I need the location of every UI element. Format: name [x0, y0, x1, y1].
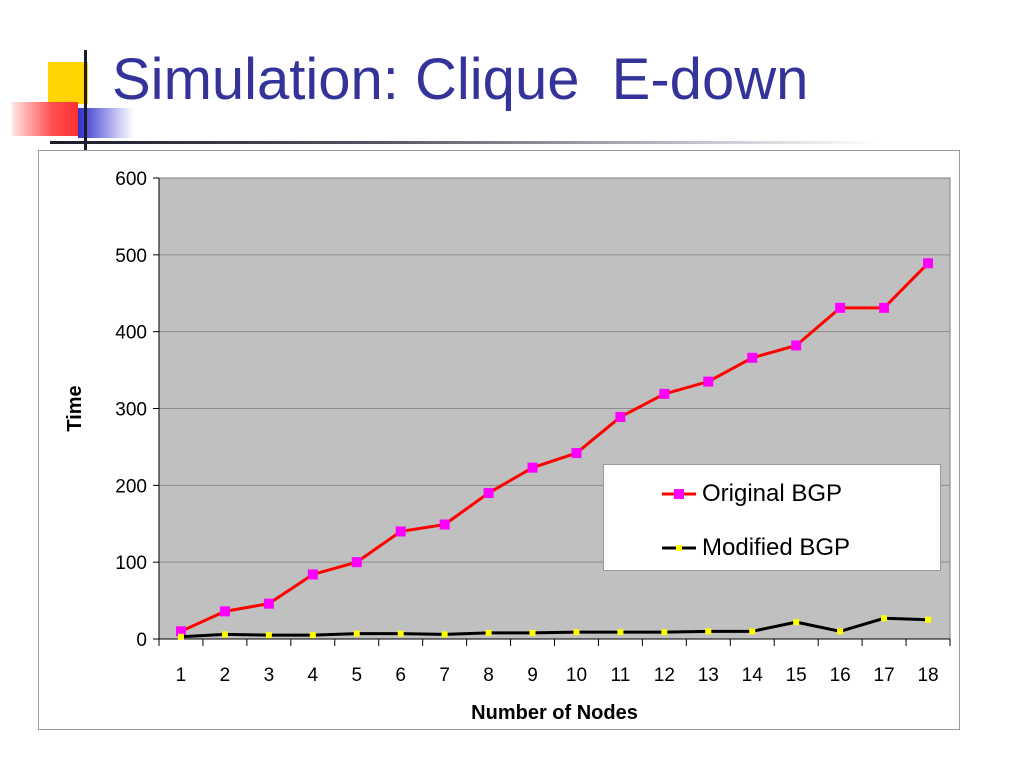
x-tick-label: 6 [395, 665, 406, 686]
x-tick-label: 9 [527, 665, 538, 686]
x-tick-label: 5 [351, 665, 362, 686]
x-tick-label: 8 [483, 665, 494, 686]
legend-item-modified: Modified BGP [662, 533, 850, 563]
x-tick-label: 15 [786, 665, 807, 686]
x-tick-label: 18 [917, 665, 938, 686]
x-tick-label: 14 [742, 665, 764, 686]
data-point-original [175, 626, 186, 637]
data-point-modified [485, 629, 492, 636]
legend-item-original: Original BGP [662, 479, 842, 509]
title-decoration-yellow-square [48, 62, 88, 104]
x-tick-label: 17 [874, 665, 895, 686]
data-point-modified [221, 631, 228, 638]
x-tick-label: 10 [566, 665, 587, 686]
data-point-original [571, 448, 582, 459]
data-point-original [483, 488, 494, 499]
y-tick-label: 500 [115, 246, 147, 267]
x-tick-label: 12 [654, 665, 675, 686]
legend-swatch-original-icon [662, 489, 696, 499]
data-point-original [439, 519, 450, 530]
data-point-original [263, 598, 274, 609]
y-tick-label: 100 [115, 553, 147, 574]
legend-swatch-modified-icon [662, 545, 696, 551]
data-point-modified [177, 633, 184, 640]
series-line-original [180, 262, 930, 633]
data-point-modified [441, 631, 448, 638]
data-point-modified [881, 615, 888, 622]
slide-title: Simulation: Clique E-down [112, 47, 809, 112]
data-point-original [879, 302, 890, 313]
data-point-original [835, 302, 846, 313]
y-tick-label: 300 [115, 400, 147, 421]
y-tick-label: 0 [136, 630, 147, 651]
series-line-modified [180, 616, 929, 639]
data-point-original [307, 569, 318, 580]
data-point-modified [705, 628, 712, 635]
x-tick-label: 11 [611, 665, 631, 686]
data-point-original [219, 606, 230, 617]
legend-label-original: Original BGP [702, 480, 843, 507]
data-point-original [659, 388, 670, 399]
x-tick-label: 7 [439, 665, 450, 686]
data-point-original [615, 411, 626, 422]
data-point-modified [309, 632, 316, 639]
data-point-modified [529, 629, 536, 636]
data-point-modified [265, 632, 272, 639]
chart-legend: Original BGP Modified BGP [603, 464, 941, 571]
data-point-modified [793, 619, 800, 626]
data-point-modified [749, 628, 756, 635]
y-tick-label: 600 [115, 169, 147, 190]
data-point-modified [573, 629, 580, 636]
title-decoration-blue-bar [78, 108, 134, 138]
x-axis-title: Number of Nodes [471, 702, 638, 724]
y-axis-title: Time [64, 385, 86, 431]
title-underline [50, 141, 880, 144]
data-point-modified [837, 628, 844, 635]
chart-area: 0 100 200 300 400 500 600 1 2 3 4 5 6 7 8 9 10 11 12 13 14 15… [38, 150, 960, 730]
x-tick-label: 2 [220, 665, 231, 686]
data-point-original [747, 352, 758, 363]
x-tick-label: 3 [264, 665, 275, 686]
data-point-original [791, 340, 802, 351]
data-point-modified [925, 616, 932, 623]
y-tick-label: 400 [115, 323, 147, 344]
data-point-modified [397, 630, 404, 637]
title-decoration-red-bar [12, 102, 78, 136]
y-tick-label: 200 [115, 476, 147, 497]
data-point-original [527, 462, 538, 473]
data-point-modified [617, 629, 624, 636]
legend-label-modified: Modified BGP [702, 534, 851, 561]
data-point-original [351, 557, 362, 568]
x-tick-label: 4 [308, 665, 319, 686]
data-point-original [703, 376, 714, 387]
x-tick-label: 1 [176, 665, 187, 686]
data-point-original [923, 258, 934, 269]
x-tick-label: 16 [830, 665, 851, 686]
data-point-original [395, 526, 406, 537]
title-decoration-vertical-line [84, 50, 87, 150]
x-tick-label: 13 [698, 665, 719, 686]
data-point-modified [353, 630, 360, 637]
data-point-modified [661, 629, 668, 636]
